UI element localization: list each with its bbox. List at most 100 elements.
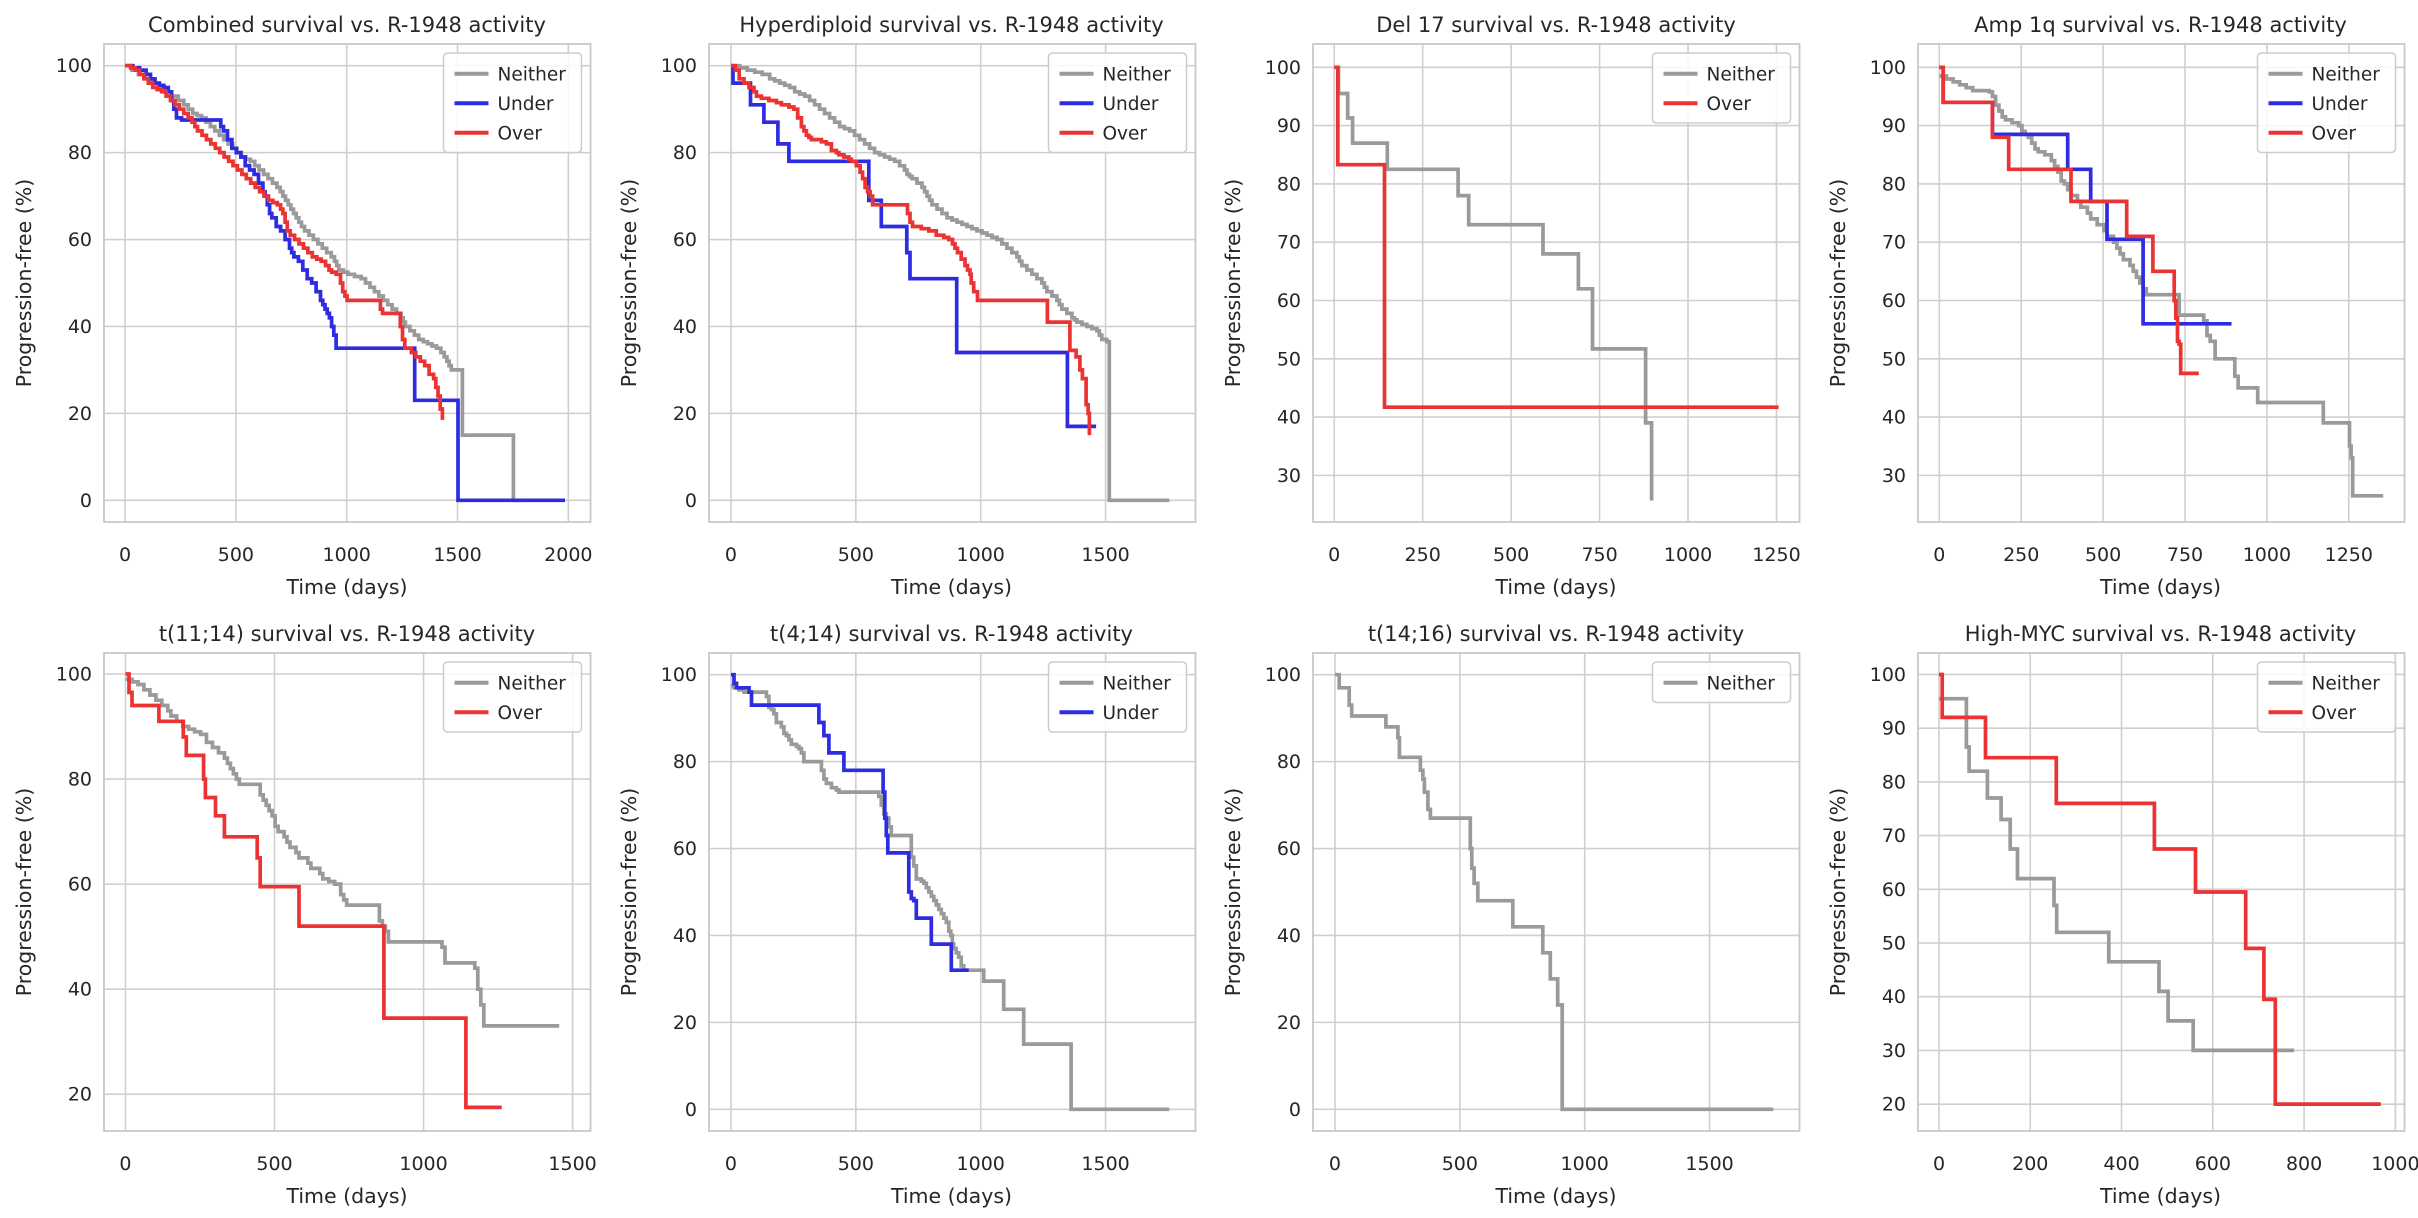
x-axis-label: Time (days) [1495,1184,1617,1208]
x-tick-label: 1500 [548,1153,596,1175]
plot-area-combined: 0 500 1000 1500 2000 0 20 40 60 80 100 Neither Under… [56,43,593,566]
x-tick-label: 600 [2194,1153,2230,1175]
y-tick-label: 70 [1277,232,1301,254]
y-tick-label: 60 [1881,290,1905,312]
survival-curve-over [730,63,1091,436]
survival-curve-under [1938,65,2231,326]
x-tick-label: 1500 [1081,544,1129,566]
x-tick-label: 0 [1329,1153,1341,1175]
x-tick-label: 1000 [2242,544,2290,566]
legend-label-neither: Neither [1707,673,1776,694]
y-tick-label: 80 [1277,751,1301,773]
survival-curve-neither [125,63,524,503]
survival-curve-over [125,672,502,1110]
y-tick-label: 40 [68,316,92,338]
y-tick-label: 50 [1881,933,1905,955]
y-tick-label: 60 [68,229,92,251]
chart-del17: Del 17 survival vs. R-1948 activity Prog… [1209,0,1814,609]
axes-spines [1312,652,1801,1132]
x-tick-label: 1000 [956,544,1004,566]
survival-curve-over [1334,65,1779,410]
legend-label-over: Over [498,123,543,144]
axes-spines [1916,43,2405,523]
x-tick-label: 500 [218,544,254,566]
legend-box [2256,661,2396,733]
y-tick-label: 100 [1265,57,1301,79]
legend-label-under: Under [498,94,554,115]
axes-spines [103,43,592,523]
y-tick-label: 60 [672,229,696,251]
x-tick-label: 1250 [2324,544,2372,566]
y-tick-label: 100 [56,664,92,686]
survival-curve-over [125,63,445,420]
axes-spines [1916,652,2405,1132]
survival-curve-under [730,63,1096,429]
y-tick-label: 20 [672,403,696,425]
y-tick-label: 90 [1881,115,1905,137]
y-tick-label: 20 [672,1012,696,1034]
chart-combined: Combined survival vs. R-1948 activity Pr… [0,0,605,609]
y-tick-label: 0 [684,490,696,512]
y-tick-label: 90 [1277,115,1301,137]
y-tick-label: 60 [68,874,92,896]
y-tick-label: 30 [1277,465,1301,487]
y-tick-label: 100 [1869,57,1905,79]
chart-title: Amp 1q survival vs. R-1948 activity [1974,13,2347,37]
x-tick-label: 0 [724,544,736,566]
chart-title: t(11;14) survival vs. R-1948 activity [158,622,536,646]
x-tick-label: 1000 [1664,544,1712,566]
y-tick-label: 40 [1277,407,1301,429]
x-tick-label: 0 [119,544,131,566]
x-tick-label: 0 [1328,544,1340,566]
y-tick-label: 20 [1277,1012,1301,1034]
legend-box [442,661,583,733]
x-tick-label: 500 [837,544,873,566]
x-tick-label: 1500 [433,544,481,566]
chart-title: High-MYC survival vs. R-1948 activity [1964,622,2357,646]
y-tick-label: 40 [672,316,696,338]
chart-title: t(14;16) survival vs. R-1948 activity [1367,622,1745,646]
axes-spines [707,652,1196,1132]
survival-curve-neither [1938,74,2383,498]
x-axis-label: Time (days) [1495,575,1617,599]
x-tick-label: 0 [724,1153,736,1175]
x-axis-label: Time (days) [2099,575,2222,599]
legend-box [442,52,583,154]
x-tick-label: 0 [119,1153,131,1175]
legend-label-neither: Neither [498,673,567,694]
x-tick-label: 1000 [1561,1153,1609,1175]
x-tick-label: 750 [1581,544,1617,566]
legend-label-over: Over [1102,123,1147,144]
x-tick-label: 2000 [544,544,592,566]
y-tick-label: 40 [68,979,92,1001]
y-tick-label: 70 [1881,232,1905,254]
chart-t14-16: t(14;16) survival vs. R-1948 activity Pr… [1209,609,1814,1218]
y-tick-label: 60 [672,838,696,860]
legend-label-over: Over [1707,94,1752,115]
y-tick-label: 50 [1277,348,1301,370]
chart-title: Del 17 survival vs. R-1948 activity [1376,13,1736,37]
chart-t4-14: t(4;14) survival vs. R-1948 activity Pro… [605,609,1210,1218]
chart-t11-14: t(11;14) survival vs. R-1948 activity Pr… [0,609,605,1218]
chart-hyperdiploid: Hyperdiploid survival vs. R-1948 activit… [605,0,1210,609]
legend-label-over: Over [498,703,543,724]
y-tick-label: 30 [1881,465,1905,487]
y-tick-label: 40 [1881,986,1905,1008]
plot-area-hyperdiploid: 0 500 1000 1500 0 20 40 60 80 100 Neither Under Over [660,43,1196,566]
y-tick-label: 20 [68,1084,92,1106]
legend-box [1047,661,1187,733]
y-tick-label: 0 [80,490,92,512]
y-tick-label: 70 [1881,825,1905,847]
plot-area-amp1q: 0 250 500 750 1000 1250 30 40 50 60 70 80 90 100 Neith… [1869,43,2405,566]
legend-label-neither: Neither [1102,64,1171,85]
y-tick-label: 80 [1277,173,1301,195]
plot-area-t11-14: 0 500 1000 1500 20 40 60 80 100 Neither Over [56,652,597,1175]
x-tick-label: 500 [1442,1153,1478,1175]
legend-box [1651,52,1792,124]
legend-label-neither: Neither [1707,64,1776,85]
x-tick-label: 400 [2103,1153,2139,1175]
axes-spines [707,43,1196,523]
axes-spines [103,652,592,1132]
survival-curve-over [1938,672,2381,1106]
